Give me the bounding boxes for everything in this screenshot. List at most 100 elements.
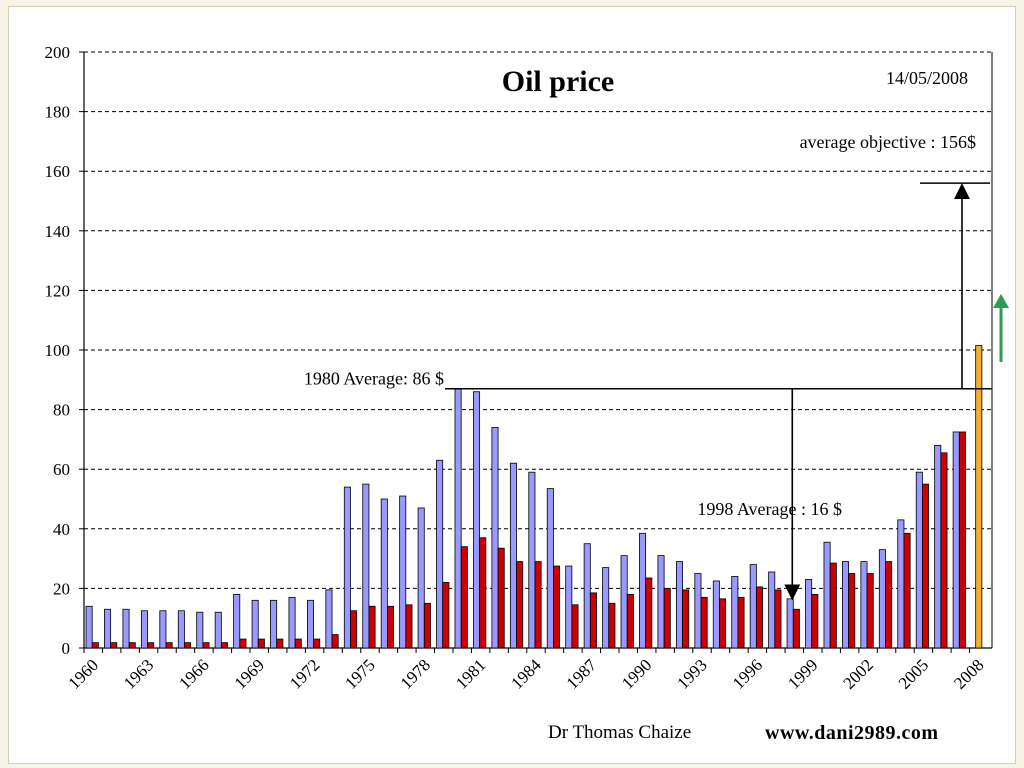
bar-1989-s0 (620, 555, 628, 649)
bar-1977-s1 (405, 604, 413, 649)
bar-1960-s1 (91, 642, 99, 649)
y-tick-label: 20 (53, 579, 70, 598)
x-tick-label: 1987 (563, 655, 601, 693)
bar-2007-s1 (958, 431, 966, 649)
bar-1989-s1 (626, 593, 634, 649)
x-tick-label: 1966 (175, 655, 212, 692)
bar-1966-s0 (196, 611, 204, 649)
bar-2001-s1 (848, 573, 856, 649)
bar-1979-s0 (436, 459, 444, 649)
bar-1981-s0 (473, 391, 481, 649)
bar-1962-s1 (128, 642, 136, 649)
bar-1963-s0 (140, 610, 148, 649)
bar-1978-s1 (423, 602, 431, 649)
bar-2003-s1 (885, 561, 893, 649)
bar-1999-s0 (805, 579, 813, 649)
bar-1995-s0 (731, 576, 739, 649)
bar-1963-s1 (147, 642, 155, 649)
bar-1988-s0 (602, 567, 610, 649)
bar-1965-s0 (177, 610, 185, 649)
bar-1971-s1 (294, 638, 302, 649)
bar-1988-s1 (608, 602, 616, 649)
bar-2006-s1 (940, 452, 948, 649)
x-tick-label: 1981 (452, 655, 489, 692)
bar-1994-s1 (719, 598, 727, 649)
bar-1984-s1 (534, 561, 542, 649)
bar-1980-s1 (460, 546, 468, 649)
bar-2006-s0 (934, 444, 942, 649)
bar-1997-s0 (768, 571, 776, 649)
bar-1983-s0 (509, 462, 517, 649)
bar-1973-s0 (325, 589, 333, 649)
bar-1960-s0 (85, 605, 93, 649)
bar-1985-s0 (546, 488, 554, 649)
bar-1972-s0 (306, 599, 314, 649)
x-tick-label: 1999 (784, 655, 821, 692)
x-tick-label: 2005 (895, 655, 932, 692)
y-tick-label: 160 (45, 162, 71, 181)
bar-1967-s0 (214, 611, 222, 649)
average-1980-label: 1980 Average: 86 $ (304, 369, 444, 389)
bar-1995-s1 (737, 596, 745, 649)
bar-1985-s1 (553, 565, 561, 649)
objective-label: average objective : 156$ (800, 132, 976, 152)
bar-2003-s0 (878, 549, 886, 649)
x-tick-label: 2008 (950, 655, 987, 692)
bar-2000-s1 (829, 562, 837, 649)
bar-1975-s0 (362, 483, 370, 649)
x-tick-label: 1993 (673, 655, 710, 692)
bar-2004-s0 (897, 519, 905, 649)
x-tick-label: 1996 (729, 655, 766, 692)
bar-1972-s1 (313, 638, 321, 649)
y-tick-label: 80 (53, 401, 70, 420)
bar-1980-s0 (454, 388, 462, 649)
y-tick-label: 60 (53, 460, 70, 479)
bar-1982-s1 (497, 547, 505, 649)
x-tick-label: 1984 (507, 655, 545, 693)
bar-2005-s0 (915, 471, 923, 649)
bar-2004-s1 (903, 532, 911, 649)
bar-1961-s0 (104, 608, 112, 649)
bar-1970-s0 (270, 599, 278, 649)
bar-2001-s0 (842, 561, 850, 649)
bar-1965-s1 (184, 642, 192, 649)
bar-1997-s1 (774, 589, 782, 649)
x-tick-label: 1972 (286, 655, 323, 692)
x-tick-label: 1975 (341, 655, 378, 692)
bar-2008-s2 (975, 345, 983, 649)
bar-2002-s0 (860, 561, 868, 649)
bar-1975-s1 (368, 605, 376, 649)
bar-1991-s0 (657, 555, 665, 649)
bar-1961-s1 (110, 642, 118, 649)
bar-1974-s0 (343, 486, 351, 649)
bar-1977-s0 (399, 495, 407, 649)
bar-1974-s1 (350, 610, 358, 649)
bar-1991-s1 (663, 588, 671, 649)
bar-1992-s1 (682, 589, 690, 649)
bar-1986-s0 (565, 565, 573, 649)
bar-1990-s1 (645, 577, 653, 649)
bar-1970-s1 (276, 638, 284, 649)
x-tick-label: 2002 (839, 655, 876, 692)
bar-2005-s1 (922, 483, 930, 649)
bar-1976-s1 (386, 605, 394, 649)
y-tick-label: 180 (45, 103, 71, 122)
bar-1992-s0 (675, 561, 683, 649)
chart-title: Oil price (502, 65, 614, 98)
bar-1987-s0 (583, 543, 591, 649)
bar-1976-s0 (380, 498, 388, 649)
bar-1973-s1 (331, 634, 339, 649)
bar-1993-s1 (700, 596, 708, 649)
y-tick-label: 0 (62, 639, 71, 658)
bar-1999-s1 (811, 593, 819, 649)
x-tick-label: 1960 (65, 655, 102, 692)
credit-website: www.dani2989.com (765, 722, 939, 744)
y-tick-label: 200 (45, 43, 71, 62)
bar-1968-s0 (233, 593, 241, 649)
bar-1967-s1 (220, 642, 228, 649)
x-tick-label: 1963 (120, 655, 157, 692)
y-tick-label: 40 (53, 520, 70, 539)
bar-1986-s1 (571, 604, 579, 649)
bar-2007-s0 (952, 431, 960, 649)
bar-1993-s0 (694, 573, 702, 649)
